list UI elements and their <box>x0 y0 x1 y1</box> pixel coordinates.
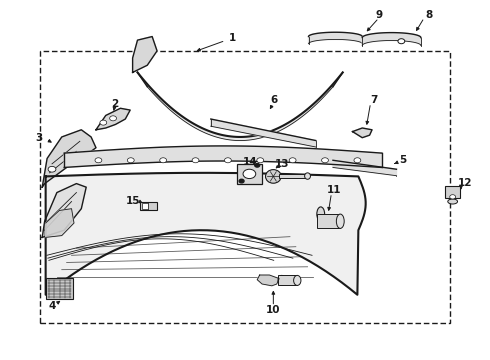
Bar <box>143 203 148 209</box>
Text: 10: 10 <box>266 305 281 315</box>
Bar <box>279 174 308 178</box>
Text: 8: 8 <box>425 10 432 20</box>
Text: 3: 3 <box>36 133 43 143</box>
Circle shape <box>239 179 244 183</box>
Circle shape <box>450 195 456 199</box>
Bar <box>237 163 262 184</box>
Polygon shape <box>138 72 343 140</box>
Text: 2: 2 <box>111 99 118 109</box>
Polygon shape <box>352 128 372 138</box>
Polygon shape <box>211 119 316 147</box>
Circle shape <box>257 158 264 163</box>
Circle shape <box>95 158 102 163</box>
Bar <box>140 202 157 211</box>
Polygon shape <box>309 32 362 44</box>
Circle shape <box>255 163 260 167</box>
Circle shape <box>224 158 231 163</box>
Circle shape <box>398 39 405 44</box>
Ellipse shape <box>278 275 285 285</box>
Ellipse shape <box>266 170 281 183</box>
Circle shape <box>160 158 167 163</box>
Polygon shape <box>362 33 421 45</box>
Text: 6: 6 <box>270 95 278 105</box>
Ellipse shape <box>294 275 301 285</box>
Text: 12: 12 <box>458 178 472 188</box>
Text: 14: 14 <box>243 157 257 167</box>
Text: 5: 5 <box>399 155 406 165</box>
Text: 15: 15 <box>125 196 140 206</box>
Bar <box>40 51 450 323</box>
Polygon shape <box>133 37 157 72</box>
Circle shape <box>48 166 56 172</box>
Circle shape <box>354 158 361 163</box>
Circle shape <box>243 169 256 179</box>
Circle shape <box>321 158 328 163</box>
Text: 4: 4 <box>49 301 56 311</box>
Bar <box>445 186 460 198</box>
Ellipse shape <box>336 214 344 228</box>
Text: 7: 7 <box>370 95 377 105</box>
Text: 1: 1 <box>229 33 236 43</box>
Polygon shape <box>46 173 366 295</box>
Polygon shape <box>42 130 96 187</box>
Circle shape <box>127 158 134 163</box>
Circle shape <box>100 120 107 125</box>
Circle shape <box>289 158 296 163</box>
Circle shape <box>110 116 117 121</box>
Polygon shape <box>46 209 74 237</box>
Bar <box>278 275 297 285</box>
Polygon shape <box>96 108 130 130</box>
Text: 9: 9 <box>375 10 382 20</box>
Bar <box>317 214 340 228</box>
Circle shape <box>192 158 199 163</box>
Polygon shape <box>257 275 279 286</box>
Bar <box>46 278 73 299</box>
Text: 13: 13 <box>275 159 290 169</box>
Polygon shape <box>42 184 86 237</box>
Ellipse shape <box>448 199 458 204</box>
Ellipse shape <box>305 173 311 179</box>
Polygon shape <box>333 160 396 176</box>
Ellipse shape <box>317 207 325 221</box>
Polygon shape <box>64 146 382 167</box>
Text: 11: 11 <box>327 185 341 195</box>
